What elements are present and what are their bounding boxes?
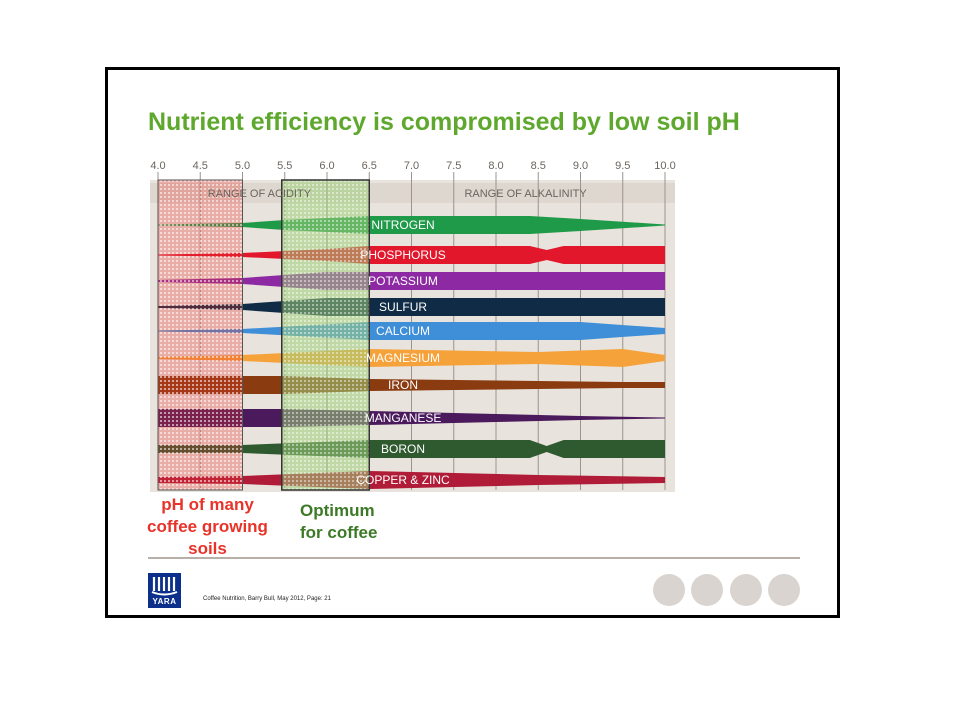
tick-label: 6.0 xyxy=(319,160,334,172)
nav-dot[interactable] xyxy=(653,574,685,606)
nutrient-label: MAGNESIUM xyxy=(366,351,440,365)
tick-label: 4.5 xyxy=(193,160,208,172)
tick-label: 7.0 xyxy=(404,160,419,172)
nutrient-label: COPPER & ZINC xyxy=(356,473,450,487)
slide-title: Nutrient efficiency is compromised by lo… xyxy=(148,108,740,136)
nav-dot[interactable] xyxy=(691,574,723,606)
nutrient-label: POTASSIUM xyxy=(368,274,438,288)
logo-text: YARA xyxy=(152,597,177,606)
nutrient-band xyxy=(158,246,665,264)
nav-dot[interactable] xyxy=(730,574,762,606)
optimum-note: Optimum for coffee xyxy=(300,500,400,544)
yara-logo: YARA xyxy=(148,573,181,608)
tick-label: 9.0 xyxy=(573,160,588,172)
nutrient-label: CALCIUM xyxy=(376,324,430,338)
nutrient-label: NITROGEN xyxy=(371,218,434,232)
tick-label: 5.5 xyxy=(277,160,292,172)
tick-label: 4.0 xyxy=(150,160,165,172)
tick-label: 6.5 xyxy=(362,160,377,172)
acid-soil-note-line: coffee growing xyxy=(147,517,268,536)
acid-soil-note-line: soils xyxy=(188,539,227,558)
optimum-note-line: Optimum xyxy=(300,501,375,520)
tick-label: 9.5 xyxy=(615,160,630,172)
nutrient-label: IRON xyxy=(388,378,418,392)
tick-label: 5.0 xyxy=(235,160,250,172)
optimum-region xyxy=(281,179,370,491)
nutrient-band xyxy=(158,322,665,340)
viking-ship-icon xyxy=(151,577,178,596)
nutrient-label: MANGANESE xyxy=(365,411,442,425)
acid-soil-note-line: pH of many xyxy=(161,495,254,514)
tick-label: 10.0 xyxy=(654,160,675,172)
footer-text: Coffee Nutrition, Barry Bull, May 2012, … xyxy=(203,596,331,602)
tick-label: 8.5 xyxy=(531,160,546,172)
range-alkalinity-label: RANGE OF ALKALINITY xyxy=(464,188,587,200)
nutrient-label: PHOSPHORUS xyxy=(360,248,445,262)
nutrient-label: SULFUR xyxy=(379,300,427,314)
nav-dot[interactable] xyxy=(768,574,800,606)
tick-label: 7.5 xyxy=(446,160,461,172)
acid-soil-note: pH of many coffee growing soils xyxy=(140,494,275,560)
nutrient-label: BORON xyxy=(381,442,425,456)
acid-soil-region xyxy=(157,179,243,491)
footer-divider xyxy=(148,557,800,559)
range-acidity-label: RANGE OF ACIDITY xyxy=(208,188,312,200)
optimum-note-line: for coffee xyxy=(300,523,378,542)
tick-label: 8.0 xyxy=(488,160,503,172)
